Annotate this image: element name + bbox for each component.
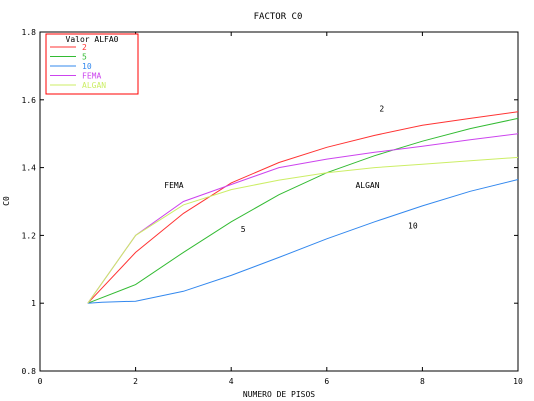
y-tick-label: 1	[31, 299, 36, 308]
y-tick-label: 1.8	[22, 28, 37, 37]
series-line-2	[87, 111, 519, 304]
legend-title: Valor ALFA0	[66, 35, 119, 44]
series-line-10	[87, 179, 519, 304]
y-tick-label: 1.4	[22, 164, 37, 173]
annotation-label: 2	[379, 105, 384, 114]
y-axis-label: C0	[2, 196, 11, 206]
series-layer	[87, 111, 519, 304]
plot-frame	[39, 31, 519, 372]
annotation-label: FEMA	[164, 181, 183, 190]
y-tick-label: 1.2	[22, 231, 37, 240]
annotation-label: 10	[408, 222, 418, 231]
y-tick-label: 1.6	[22, 96, 37, 105]
x-tick-label: 10	[513, 377, 523, 386]
annotation-label: 5	[241, 225, 246, 234]
series-line-algan	[87, 156, 519, 304]
x-tick-label: 6	[324, 377, 329, 386]
x-tick-label: 8	[420, 377, 425, 386]
legend-label-algan: ALGAN	[82, 81, 106, 90]
series-line-5	[87, 117, 519, 304]
legend-label-fema: FEMA	[82, 72, 101, 81]
legend-label-10: 10	[82, 62, 92, 71]
chart-title: FACTOR C0	[254, 12, 303, 22]
x-tick-label: 2	[133, 377, 138, 386]
annotation-layer: 2 FEMA ALGAN 5 10	[164, 105, 418, 234]
x-tick-label: 4	[229, 377, 234, 386]
x-axis-label: NUMERO DE PISOS	[243, 390, 315, 399]
series-line-fema	[87, 133, 519, 304]
legend-label-2: 2	[82, 43, 87, 52]
y-tick-label: 0.8	[22, 367, 37, 376]
annotation-label: ALGAN	[355, 181, 379, 190]
legend-label-5: 5	[82, 53, 87, 62]
legend-box	[45, 33, 139, 95]
x-tick-label: 0	[38, 377, 43, 386]
